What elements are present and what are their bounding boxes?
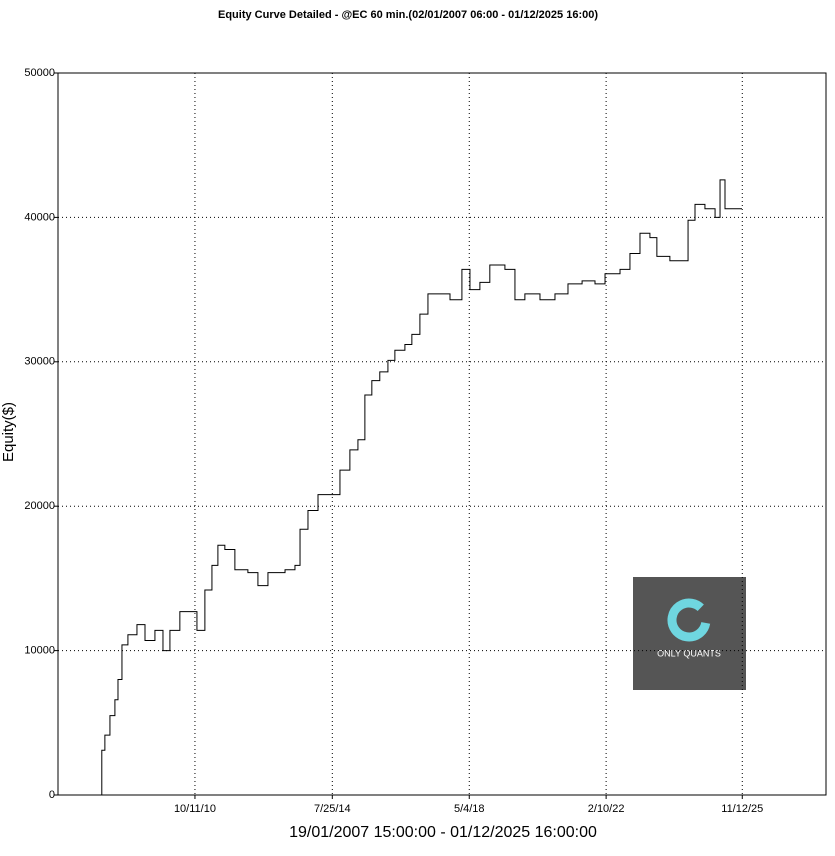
equity-line: [101, 179, 742, 796]
x-axis-label: 19/01/2007 15:00:00 - 01/12/2025 16:00:0…: [289, 824, 597, 841]
plot-frame: [57, 72, 827, 796]
y-tick-label: 50000: [24, 67, 55, 79]
chart-title: Equity Curve Detailed - @EC 60 min.(02/0…: [218, 9, 598, 21]
y-tick-label: 20000: [24, 500, 55, 512]
x-tick-label: 7/25/14: [314, 803, 351, 815]
watermark-text: ONLY QUANTS: [657, 648, 721, 658]
y-tick-label: 10000: [24, 645, 55, 657]
watermark: ONLY QUANTS: [633, 577, 746, 690]
y-axis-label: Equity($): [0, 402, 17, 462]
y-tick-label: 40000: [24, 211, 55, 223]
x-tick-label: 10/11/10: [174, 803, 216, 815]
x-tick-label: 5/4/18: [454, 803, 485, 815]
x-tick-label: 11/12/25: [721, 803, 763, 815]
x-tick-label: 2/10/22: [588, 803, 625, 815]
y-tick-label: 0: [49, 789, 55, 801]
y-tick-label: 30000: [24, 356, 55, 368]
watermark-logo: [667, 598, 711, 642]
